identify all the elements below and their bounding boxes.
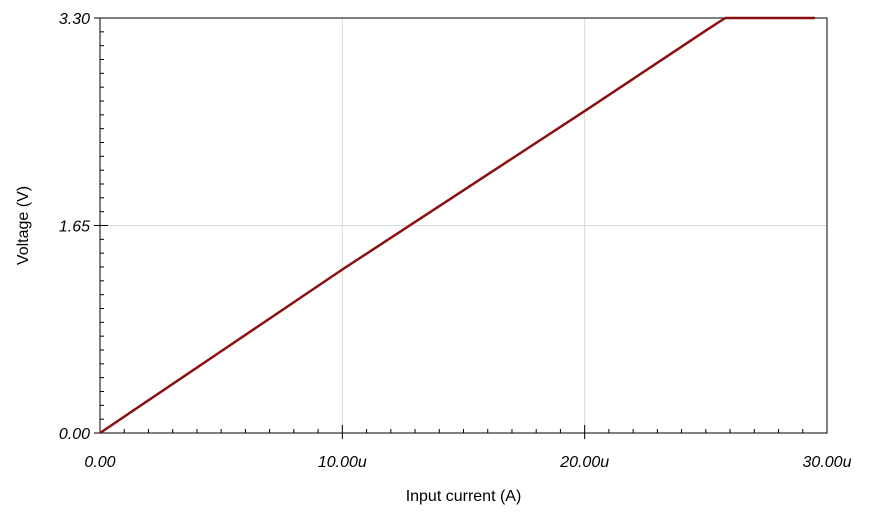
series-line [99,16,815,435]
x-tick-label: 10.00u [318,454,367,471]
x-tick-labels: 0.00 10.00u 20.00u 30.00u [84,454,851,471]
grid [100,18,827,433]
x-tick-label: 20.00u [559,454,609,471]
plot-frame [99,17,828,434]
minor-ticks [94,17,828,439]
y-tick-label: 3.30 [59,11,90,28]
y-tick-labels: 0.00 1.65 3.30 [59,11,90,443]
series-layer [99,16,815,435]
x-tick-label: 0.00 [84,454,115,471]
y-tick-label: 0.00 [59,426,90,443]
y-axis-title: Voltage (V) [15,186,32,265]
x-axis-title: Input current (A) [406,488,522,505]
x-tick-label: 30.00u [803,454,852,471]
y-tick-label: 1.65 [59,219,90,236]
